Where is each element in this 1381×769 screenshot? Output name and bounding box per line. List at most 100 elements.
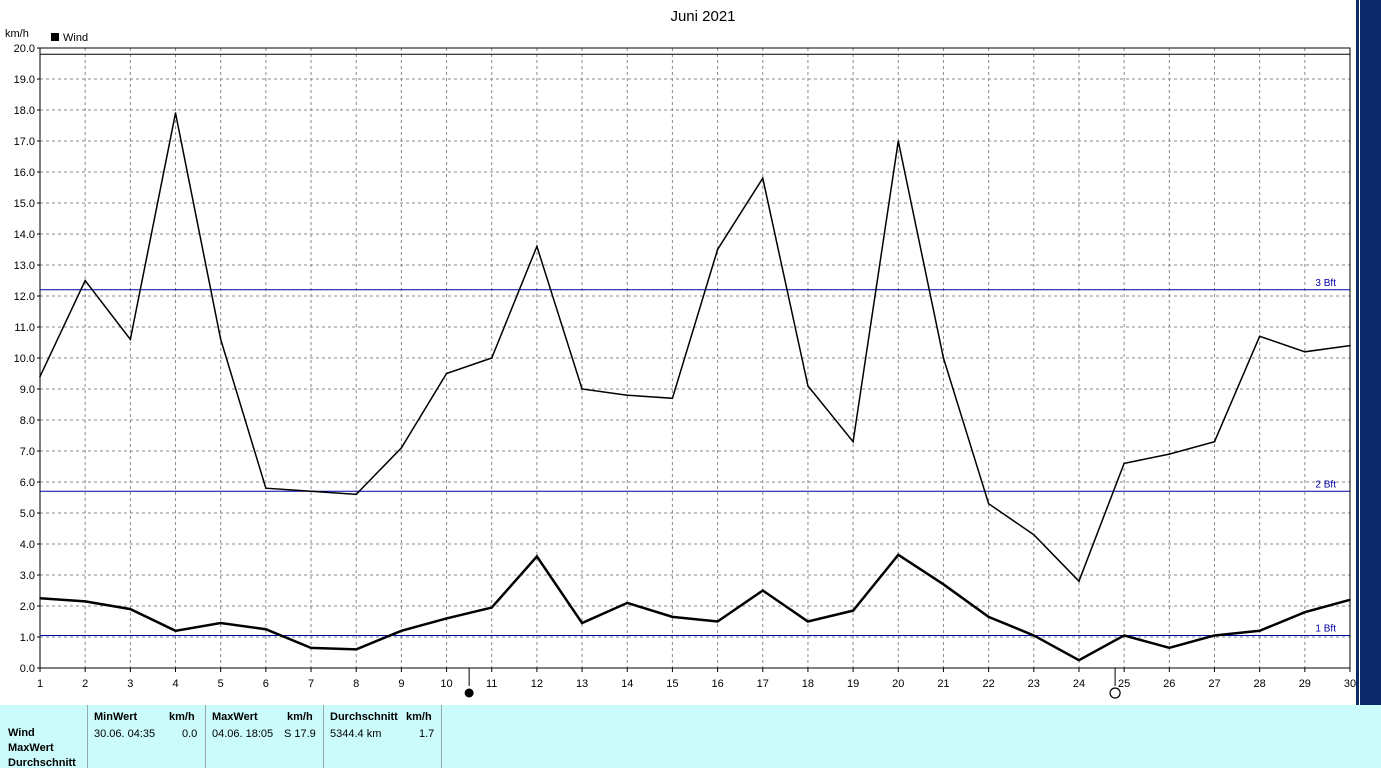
y-tick-label: 14.0 <box>14 229 35 241</box>
series-point <box>1304 351 1306 353</box>
series-point <box>1349 344 1351 347</box>
series-point <box>129 608 132 610</box>
y-tick-label: 2.0 <box>20 601 35 613</box>
series-line-1 <box>39 112 1351 583</box>
series-point <box>987 616 990 618</box>
series-point <box>39 597 41 600</box>
series-point <box>310 490 312 493</box>
x-tick-label: 19 <box>847 678 859 690</box>
series-point <box>581 622 583 624</box>
series-point <box>400 447 403 449</box>
x-tick-label: 24 <box>1073 678 1085 690</box>
series-point <box>852 609 854 612</box>
x-tick-label: 27 <box>1208 678 1220 690</box>
x-tick-label: 28 <box>1254 678 1266 690</box>
series-point <box>897 140 900 142</box>
series-line-2 <box>39 553 1351 662</box>
series-point <box>1078 659 1080 662</box>
series-point <box>807 385 809 387</box>
max-date: 04.06. 18:05 <box>212 728 274 740</box>
series-point <box>355 648 358 651</box>
x-tick-label: 4 <box>172 678 178 690</box>
x-tick-label: 30 <box>1344 678 1356 690</box>
chart-title: Juni 2021 <box>670 8 735 25</box>
series-point <box>852 440 854 443</box>
series-point <box>716 248 719 251</box>
series-point <box>1213 634 1216 637</box>
avg-header: Durchschnitt <box>330 711 398 723</box>
series-point <box>1304 611 1306 613</box>
y-tick-label: 20.0 <box>14 43 35 55</box>
y-tick-label: 1.0 <box>20 632 35 644</box>
legend-swatch <box>51 33 59 41</box>
series-point <box>129 338 132 341</box>
series-point <box>219 622 222 624</box>
max-header: MaxWert <box>212 711 258 723</box>
x-tick-label: 13 <box>576 678 588 690</box>
series-point <box>265 628 267 631</box>
x-tick-label: 22 <box>982 678 994 690</box>
series-point <box>671 397 674 400</box>
x-tick-label: 29 <box>1299 678 1311 690</box>
wind-chart: 1 Bft 2 Bft 3 Bft 0.0 1.0 2.0 3.0 4.0 5.0 6.0 7.0 8… <box>5 8 1356 699</box>
series-point <box>219 338 222 341</box>
series-point <box>1258 335 1261 338</box>
x-tick-label: 23 <box>1028 678 1040 690</box>
y-tick-label: 3.0 <box>20 570 35 582</box>
series-point <box>536 555 538 558</box>
reference-line-label: 3 Bft <box>1315 278 1336 289</box>
y-tick-label: 10.0 <box>14 353 35 365</box>
y-tick-label: 9.0 <box>20 384 35 396</box>
x-tick-label: 5 <box>218 678 224 690</box>
x-tick-label: 2 <box>82 678 88 690</box>
stats-row-durchschnitt: Durchschnitt <box>8 757 76 769</box>
stats-row-wind: Wind <box>8 727 35 739</box>
reference-line-label: 1 Bft <box>1315 623 1336 634</box>
series-point <box>716 620 719 623</box>
series-point <box>1349 599 1351 601</box>
legend-label: Wind <box>63 32 88 44</box>
x-tick-label: 20 <box>892 678 904 690</box>
y-tick-label: 5.0 <box>20 508 35 520</box>
min-unit: km/h <box>169 711 195 723</box>
stats-row-maxwert: MaxWert <box>8 742 54 754</box>
x-tick-label: 8 <box>353 678 359 690</box>
series-point <box>1168 647 1171 649</box>
statistics-panel: Wind MaxWert Durchschnitt MinWert km/h 3… <box>0 705 1381 769</box>
series-point <box>400 630 403 632</box>
reference-line-label: 2 Bft <box>1315 479 1336 490</box>
y-tick-label: 4.0 <box>20 539 35 551</box>
y-tick-label: 17.0 <box>14 136 35 148</box>
x-tick-label: 14 <box>621 678 633 690</box>
series-point <box>987 502 990 505</box>
min-value: 0.0 <box>182 728 198 740</box>
x-tick-label: 18 <box>802 678 814 690</box>
series-point <box>1123 634 1125 637</box>
y-tick-label: 7.0 <box>20 446 35 458</box>
series-point <box>265 487 267 490</box>
x-tick-label: 16 <box>711 678 723 690</box>
series-point <box>761 177 764 179</box>
x-tick-label: 15 <box>666 678 678 690</box>
y-tick-label: 13.0 <box>14 260 35 272</box>
x-tick-label: 6 <box>263 678 269 690</box>
series-point <box>942 357 945 359</box>
avg-value: 1.7 <box>419 728 435 740</box>
y-tick-label: 6.0 <box>20 477 35 489</box>
y-tick-label: 0.0 <box>20 663 35 675</box>
series-point <box>581 388 583 390</box>
x-tick-label: 1 <box>37 678 43 690</box>
series-point <box>490 357 493 359</box>
full-moon-icon <box>1109 687 1121 699</box>
series-point <box>84 279 86 282</box>
x-tick-label: 9 <box>398 678 404 690</box>
y-tick-label: 8.0 <box>20 415 35 427</box>
series-point <box>174 630 177 632</box>
series-point <box>84 600 86 603</box>
y-tick-label: 12.0 <box>14 291 35 303</box>
max-unit: km/h <box>287 711 313 723</box>
series-point <box>39 375 41 378</box>
series-point <box>310 647 312 649</box>
series-point <box>445 617 448 620</box>
series-point <box>626 394 629 397</box>
